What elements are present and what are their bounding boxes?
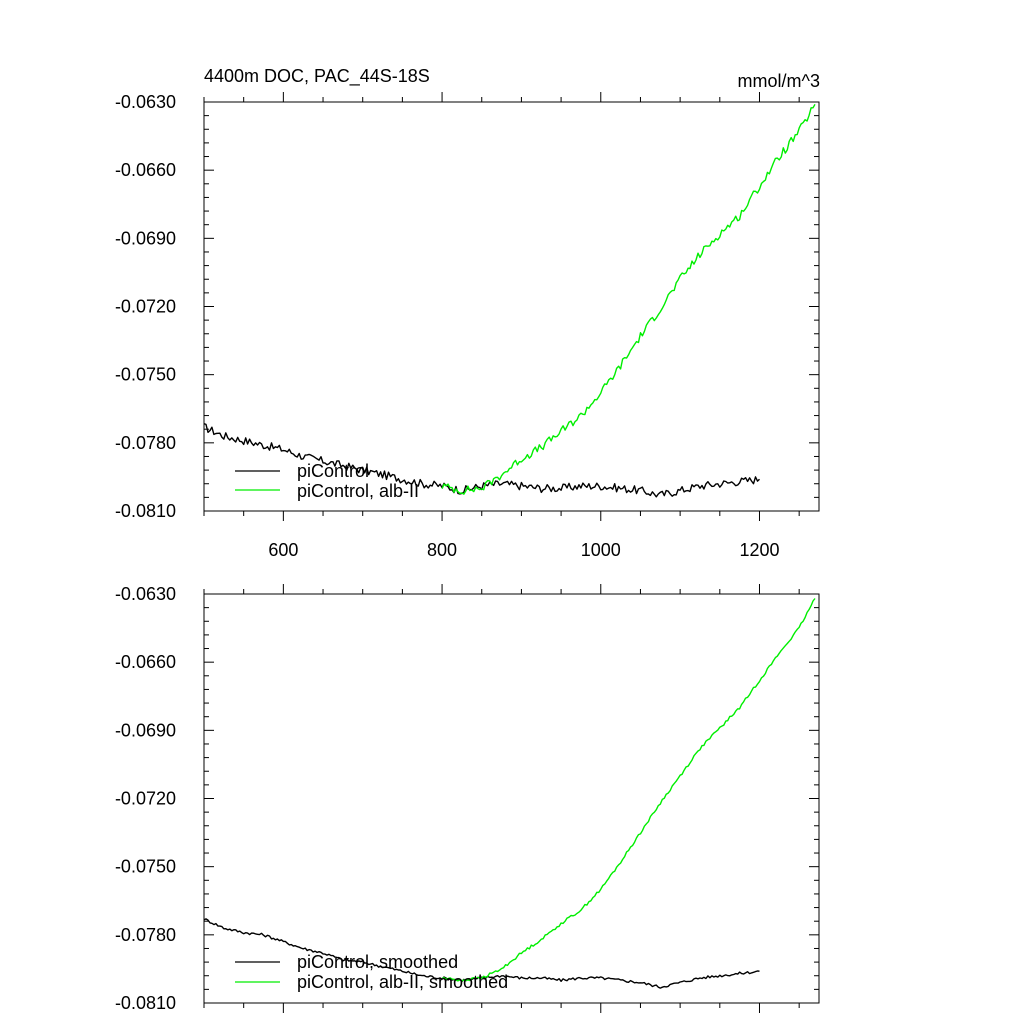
legend: piControl, smoothed piControl, alb-II, s…: [235, 952, 508, 992]
series-layer: [203, 103, 816, 498]
y-tick-label: -0.0780: [115, 925, 176, 945]
top-panel: 4400m DOC, PAC_44S-18S mmol/m^3 -0.0630-…: [115, 66, 820, 560]
series-layer: [203, 598, 816, 989]
x-tick-label: 800: [427, 540, 457, 560]
series-line-alb: [441, 103, 816, 495]
y-tick-label: -0.0690: [115, 228, 176, 248]
x-tick-label: 1000: [581, 540, 621, 560]
y-tick-label: -0.0660: [115, 652, 176, 672]
legend-label-alb: piControl, alb-II: [297, 481, 419, 501]
plot-frame: [203, 593, 820, 1004]
legend: piControl piControl, alb-II: [235, 461, 419, 501]
bottom-panel: -0.0630 -0.0660 -0.0690 -0.0720 -0.0750 -0.07…: [115, 584, 820, 1013]
y-tick-label: -0.0660: [115, 160, 176, 180]
axes-layer: -0.0630 -0.0660 -0.0690 -0.0720 -0.0750 -0.07…: [115, 92, 819, 560]
y-tick-label: -0.0750: [115, 365, 176, 385]
legend-label-picontrol: piControl: [297, 461, 369, 481]
series-line-alb: [441, 598, 816, 982]
y-tick-label: -0.0690: [115, 720, 176, 740]
y-tick-label: -0.0720: [115, 789, 176, 809]
y-tick-label: -0.0720: [115, 297, 176, 317]
units-label: mmol/m^3: [738, 71, 820, 91]
y-tick-label: -0.0630: [115, 584, 176, 604]
legend-label-picontrol-smoothed: piControl, smoothed: [297, 952, 458, 972]
plot-frame: [203, 101, 820, 512]
y-tick-label: -0.0750: [115, 857, 176, 877]
y-tick-label: -0.0780: [115, 433, 176, 453]
legend-label-alb-smoothed: piControl, alb-II, smoothed: [297, 972, 508, 992]
chart-title: 4400m DOC, PAC_44S-18S: [204, 66, 430, 87]
y-tick-label: -0.0630: [115, 92, 176, 112]
x-tick-label: 600: [268, 540, 298, 560]
y-tick-label: -0.0810: [115, 993, 176, 1013]
x-tick-label: 1200: [739, 540, 779, 560]
axes-layer: -0.0630 -0.0660 -0.0690 -0.0720 -0.0750 -0.07…: [115, 584, 819, 1013]
y-tick-label: -0.0810: [115, 501, 176, 521]
